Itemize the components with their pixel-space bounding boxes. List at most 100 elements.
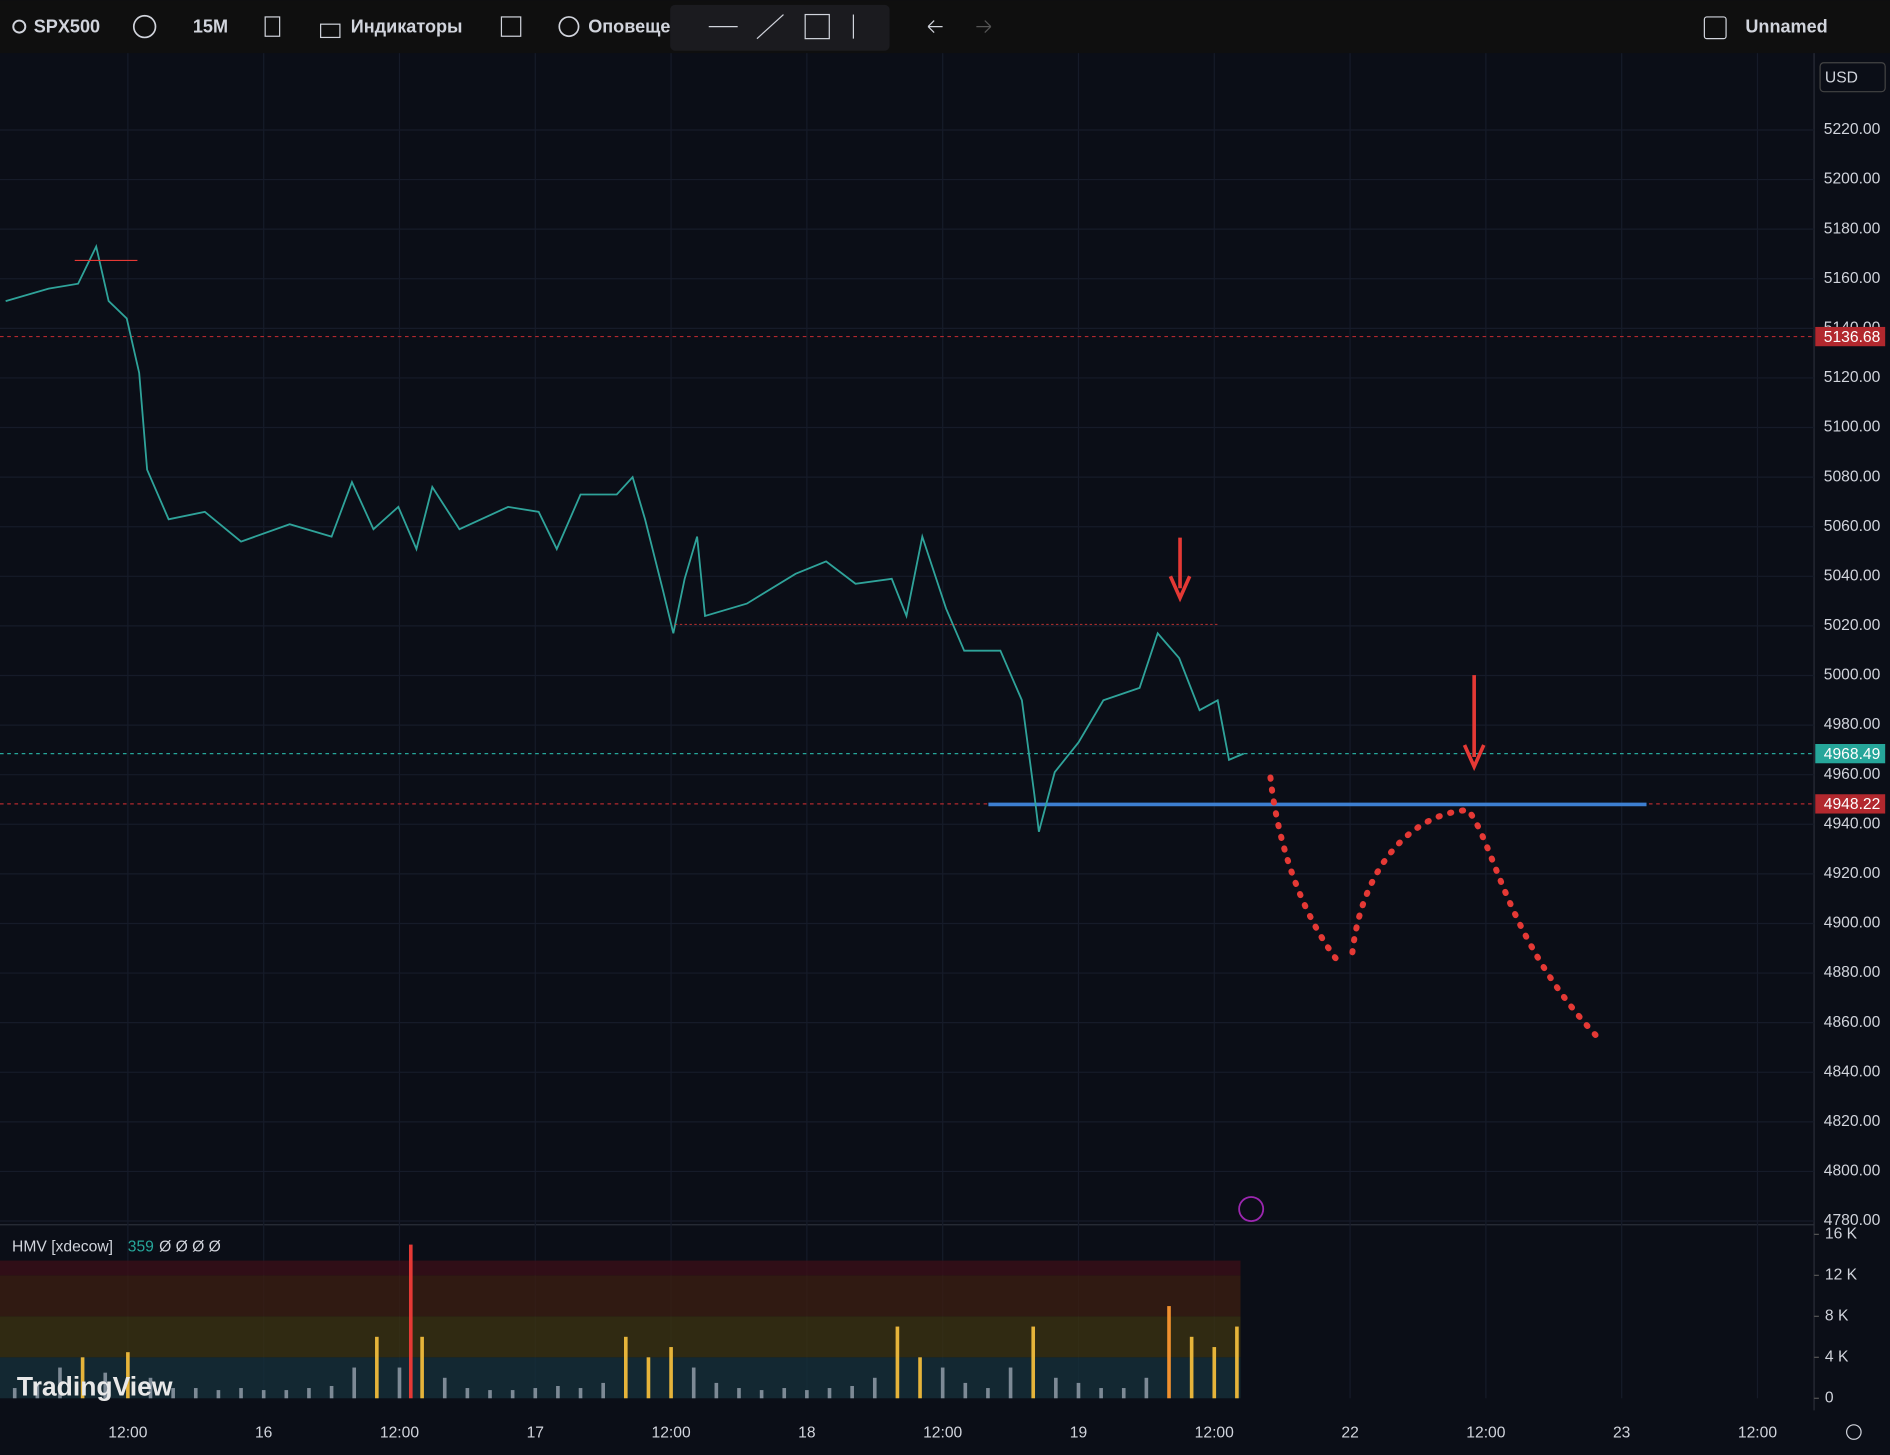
- volume-bar: [148, 1377, 153, 1399]
- brand: TradingView: [17, 1372, 173, 1402]
- volume-bar: [691, 1367, 696, 1399]
- volume-bar: [58, 1367, 62, 1399]
- volume-bar: [624, 1336, 628, 1399]
- x-tick-label: 12:00: [651, 1424, 690, 1441]
- y-tick-label: 5200.00: [1824, 171, 1881, 188]
- indicator-name: HMV [xdecow]: [12, 1239, 113, 1256]
- add-symbol[interactable]: [132, 14, 157, 39]
- y-tick-label: 5180.00: [1824, 220, 1881, 237]
- volume-band: [0, 1316, 1241, 1358]
- volume-bar: [239, 1388, 243, 1399]
- volume-bar: [1076, 1382, 1081, 1399]
- y-tick-label: 4880.00: [1824, 964, 1881, 981]
- trend-tool[interactable]: [756, 14, 784, 40]
- interval[interactable]: 15M: [193, 17, 228, 37]
- volume-bar: [1212, 1347, 1217, 1399]
- y-tick-label: 5160.00: [1824, 270, 1881, 287]
- x-tick-label: 12:00: [380, 1424, 419, 1441]
- price-label-bg: [1815, 326, 1886, 347]
- volume-bar: [35, 1382, 40, 1399]
- currency-button[interactable]: [1819, 62, 1886, 93]
- volume-bar: [442, 1377, 447, 1399]
- x-tick-label: 12:00: [1466, 1424, 1505, 1441]
- volume-bar: [714, 1382, 719, 1399]
- volume-bar: [918, 1357, 922, 1399]
- alert-icon[interactable]: [558, 16, 580, 38]
- templates[interactable]: [500, 16, 522, 37]
- volume-bar: [1121, 1388, 1126, 1399]
- currency[interactable]: USD: [1825, 70, 1858, 87]
- symbol[interactable]: SPX500: [34, 17, 100, 37]
- y-tick-label: 5080.00: [1824, 468, 1881, 485]
- price-label: 4948.22: [1824, 796, 1881, 813]
- y2-tick-label: 16 K: [1825, 1225, 1858, 1242]
- event-icon: [1238, 1196, 1265, 1222]
- price-label: 5136.68: [1824, 329, 1881, 346]
- volume-bar: [850, 1385, 854, 1399]
- volume-bar: [1144, 1377, 1149, 1399]
- volume-bar: [261, 1390, 266, 1399]
- settings[interactable]: [1846, 1424, 1862, 1440]
- volume-bar: [737, 1388, 741, 1399]
- volume-bar: [375, 1336, 379, 1399]
- y-tick-label: 4980.00: [1824, 716, 1881, 733]
- volume-bar: [510, 1390, 515, 1399]
- chart-type[interactable]: [264, 16, 281, 37]
- y-tick-label: 5220.00: [1824, 121, 1881, 138]
- x-tick-label: 17: [527, 1424, 544, 1441]
- redo[interactable]: [976, 20, 992, 34]
- volume-bar: [397, 1367, 402, 1399]
- drawing-toolbar: [670, 4, 890, 51]
- volume-bar: [1189, 1336, 1194, 1399]
- volume-bar: [80, 1357, 85, 1399]
- volume-bar: [782, 1388, 787, 1399]
- volume-bar: [171, 1388, 175, 1399]
- volume-bar: [488, 1390, 492, 1399]
- toolbar: [0, 0, 1890, 54]
- y-tick-label: 5120.00: [1824, 369, 1881, 386]
- volume-bar: [963, 1382, 968, 1399]
- volume-bar: [352, 1367, 357, 1399]
- x-tick-label: 23: [1613, 1424, 1631, 1441]
- indicators-icon[interactable]: [320, 23, 341, 39]
- y-tick-label: 4860.00: [1824, 1014, 1881, 1031]
- volume-bar: [12, 1388, 17, 1399]
- y-tick-label: 4820.00: [1824, 1113, 1881, 1130]
- volume-bar: [1167, 1306, 1171, 1399]
- volume-bar: [646, 1357, 651, 1399]
- alerts[interactable]: Оповещен: [588, 17, 681, 37]
- volume-bar: [126, 1352, 130, 1399]
- volume-bar: [578, 1388, 583, 1399]
- y-tick-label: 4840.00: [1824, 1063, 1881, 1080]
- volume-bar: [408, 1244, 413, 1399]
- volume-band: [0, 1275, 1241, 1317]
- volume-bar: [986, 1388, 990, 1399]
- volume-bar: [759, 1390, 764, 1399]
- volume-bar: [284, 1390, 289, 1399]
- price-label-bg: [1815, 794, 1886, 814]
- layout-name[interactable]: Unnamed: [1745, 17, 1827, 37]
- y2-tick-label: 12 K: [1825, 1266, 1858, 1283]
- y-tick-label: 4800.00: [1824, 1163, 1881, 1180]
- y-tick-label: 4960.00: [1824, 766, 1881, 783]
- x-tick-label: 18: [798, 1424, 816, 1441]
- indicators[interactable]: Индикаторы: [351, 17, 463, 37]
- rect-tool[interactable]: [804, 13, 830, 40]
- volume-band: [0, 1260, 1241, 1276]
- arrow: [1168, 537, 1192, 603]
- volume-bar: [556, 1385, 560, 1399]
- volume-bar: [193, 1388, 198, 1399]
- indicator-length: 359: [128, 1239, 154, 1256]
- volume-bar: [533, 1388, 538, 1399]
- volume-bar: [307, 1388, 311, 1399]
- toolbar-items[interactable]: SPX500 15M Индикаторы Оповещен Unnamed U…: [12, 4, 1886, 93]
- volume-bar: [601, 1382, 605, 1399]
- y-tick-label: 4780.00: [1824, 1212, 1881, 1229]
- volume-bar: [895, 1326, 900, 1399]
- layout-icon[interactable]: [1703, 16, 1727, 40]
- undo[interactable]: [927, 20, 943, 34]
- search-icon[interactable]: [12, 19, 27, 34]
